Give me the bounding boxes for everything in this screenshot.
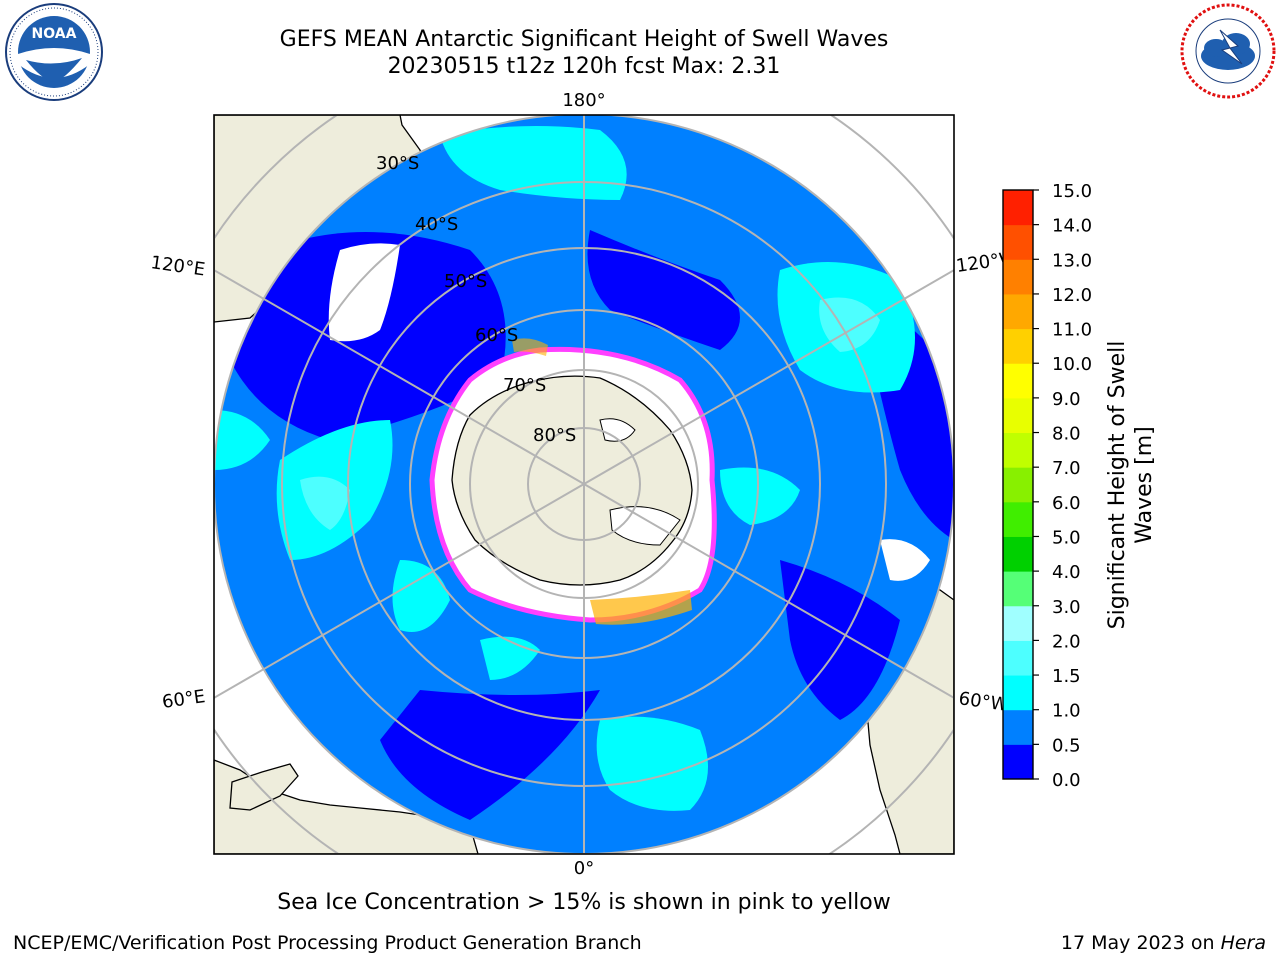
- colorbar-tick-label: 9.0: [1052, 389, 1081, 410]
- colorbar-tick-label: 7.0: [1052, 458, 1081, 479]
- colorbar-tick-label: 14.0: [1052, 216, 1092, 237]
- colorbar-tick-label: 0.0: [1052, 770, 1081, 791]
- credit-text: NCEP/EMC/Verification Post Processing Pr…: [13, 932, 642, 954]
- colorbar-segment: [1003, 571, 1033, 607]
- sea-ice-note: Sea Ice Concentration > 15% is shown in …: [277, 890, 891, 915]
- colorbar-label-line1: Significant Height of Swell: [1105, 341, 1130, 630]
- colorbar-segment: [1003, 467, 1033, 503]
- colorbar-segment: [1003, 709, 1033, 745]
- colorbar-segment: [1003, 605, 1033, 641]
- nws-logo: [1180, 3, 1276, 99]
- colorbar-tick-label: 10.0: [1052, 354, 1092, 375]
- colorbar-tick-label: 1.0: [1052, 701, 1081, 722]
- colorbar-tick-label: 8.0: [1052, 424, 1081, 445]
- lon-label-120e: 120°E: [149, 252, 206, 280]
- colorbar-segment: [1003, 224, 1033, 260]
- colorbar-segment: [1003, 744, 1033, 780]
- lat-label-40s: 40°S: [415, 214, 458, 235]
- colorbar-segment: [1003, 536, 1033, 572]
- colorbar-tick-label: 5.0: [1052, 527, 1081, 548]
- lat-label-60s: 60°S: [475, 325, 518, 346]
- colorbar-segment: [1003, 675, 1033, 711]
- colorbar: 0.0 0.5 1.0 1.5 2.0 3.0 4.0 5.0 6.0 7.0 8.0 9.0 10.0…: [1002, 181, 1092, 791]
- lon-label-60e: 60°E: [161, 686, 207, 713]
- svg-text:NOAA: NOAA: [32, 26, 77, 42]
- colorbar-tick-label: 4.0: [1052, 562, 1081, 583]
- colorbar-segment: [1003, 328, 1033, 364]
- noaa-logo: NOAA: [5, 3, 103, 101]
- lon-label-0: 0°: [574, 858, 594, 879]
- colorbar-segment: [1003, 293, 1033, 330]
- machine-name: Hera: [1220, 932, 1266, 954]
- colorbar-tick-label: 0.5: [1052, 735, 1081, 756]
- lon-label-180: 180°: [562, 90, 605, 111]
- lon-label-60w: 60°W: [957, 688, 1009, 716]
- colorbar-tick-label: 13.0: [1052, 250, 1092, 271]
- chart-title: GEFS MEAN Antarctic Significant Height o…: [279, 27, 889, 52]
- colorbar-tick-label: 1.5: [1052, 666, 1081, 687]
- colorbar-segment: [1003, 190, 1033, 226]
- colorbar-segment: [1003, 640, 1033, 676]
- run-date-text: 17 May 2023 on: [1060, 932, 1215, 954]
- colorbar-segment: [1003, 501, 1033, 537]
- colorbar-tick-label: 11.0: [1052, 320, 1092, 341]
- colorbar-tick-label: 6.0: [1052, 493, 1081, 514]
- colorbar-segment: [1003, 259, 1033, 295]
- lat-label-30s: 30°S: [376, 153, 419, 174]
- colorbar-tick-label: 3.0: [1052, 597, 1081, 618]
- lat-label-50s: 50°S: [444, 271, 487, 292]
- chart-subtitle: 20230515 t12z 120h fcst Max: 2.31: [387, 54, 781, 79]
- lat-label-80s: 80°S: [533, 425, 576, 446]
- colorbar-segment: [1003, 363, 1033, 399]
- map-frame: [213, 114, 955, 855]
- colorbar-tick-label: 15.0: [1052, 181, 1092, 202]
- colorbar-label-line2: Waves [m]: [1132, 426, 1157, 543]
- colorbar-tick-label: 2.0: [1052, 631, 1081, 652]
- madagascar-land: [229, 763, 299, 811]
- colorbar-tick-label: 12.0: [1052, 285, 1092, 306]
- colorbar-frame: [1002, 189, 1034, 780]
- run-date: 17 May 2023 on Hera: [1061, 932, 1266, 954]
- lat-label-70s: 70°S: [503, 375, 546, 396]
- colorbar-segment: [1003, 432, 1033, 468]
- graticule: [214, 115, 954, 854]
- colorbar-segment: [1003, 397, 1033, 434]
